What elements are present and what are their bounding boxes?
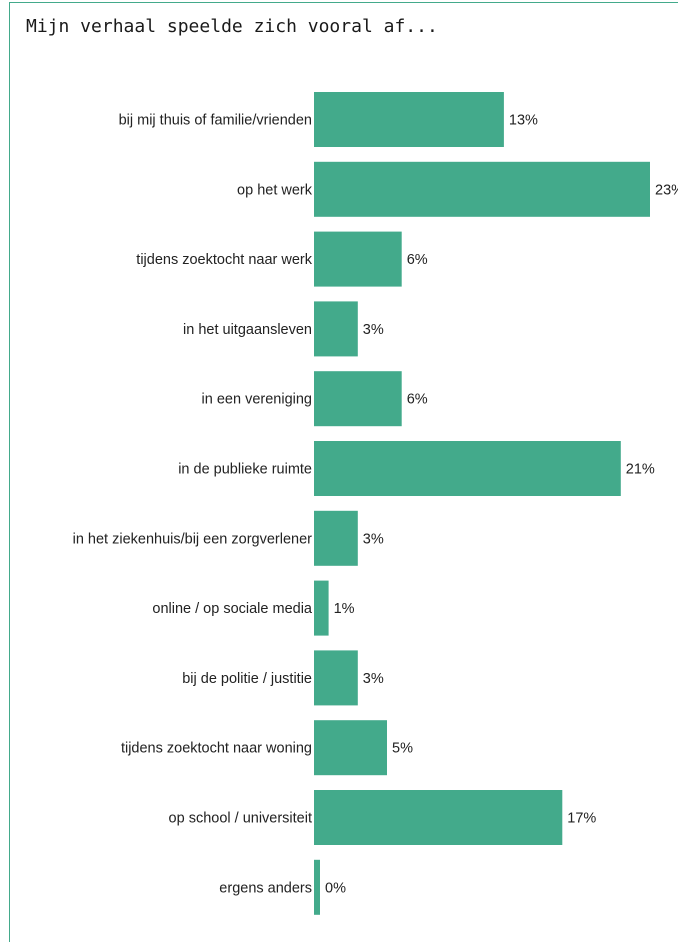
value-label: 0%: [325, 880, 346, 896]
category-label: in het ziekenhuis/bij een zorgverlener: [73, 531, 313, 547]
category-label: in het uitgaansleven: [183, 322, 312, 338]
value-label: 13%: [509, 113, 538, 129]
category-label: op het werk: [237, 182, 313, 198]
bar: [314, 161, 650, 217]
bar: [314, 441, 621, 496]
category-label: op school / universiteit: [169, 811, 312, 827]
bar: [314, 301, 358, 357]
category-label: tijdens zoektocht naar werk: [136, 252, 312, 268]
chart-frame: [9, 2, 678, 942]
value-label: 6%: [407, 252, 428, 268]
category-label: in een vereniging: [202, 392, 312, 408]
value-label: 3%: [363, 322, 384, 338]
category-label: bij de politie / justitie: [182, 671, 312, 687]
value-label: 5%: [392, 741, 413, 757]
category-label: in de publieke ruimte: [178, 462, 312, 478]
bar: [314, 371, 402, 427]
bar: [314, 859, 320, 915]
category-label: bij mij thuis of familie/vrienden: [119, 113, 312, 129]
value-label: 6%: [407, 392, 428, 408]
bar: [314, 580, 329, 636]
value-label: 17%: [567, 811, 596, 827]
bar: [314, 650, 358, 706]
category-label: online / op sociale media: [152, 601, 313, 617]
bar: [314, 720, 387, 776]
value-label: 3%: [363, 671, 384, 687]
value-label: 23%: [655, 182, 678, 198]
category-label: ergens anders: [219, 880, 312, 896]
chart-title: Mijn verhaal speelde zich vooral af...: [26, 16, 438, 37]
bar: [314, 231, 402, 287]
bar: [314, 510, 358, 566]
value-label: 1%: [334, 601, 355, 617]
bar: [314, 92, 504, 147]
bar: [314, 790, 563, 845]
value-label: 21%: [626, 462, 655, 478]
category-label: tijdens zoektocht naar woning: [121, 741, 312, 757]
value-label: 3%: [363, 531, 384, 547]
